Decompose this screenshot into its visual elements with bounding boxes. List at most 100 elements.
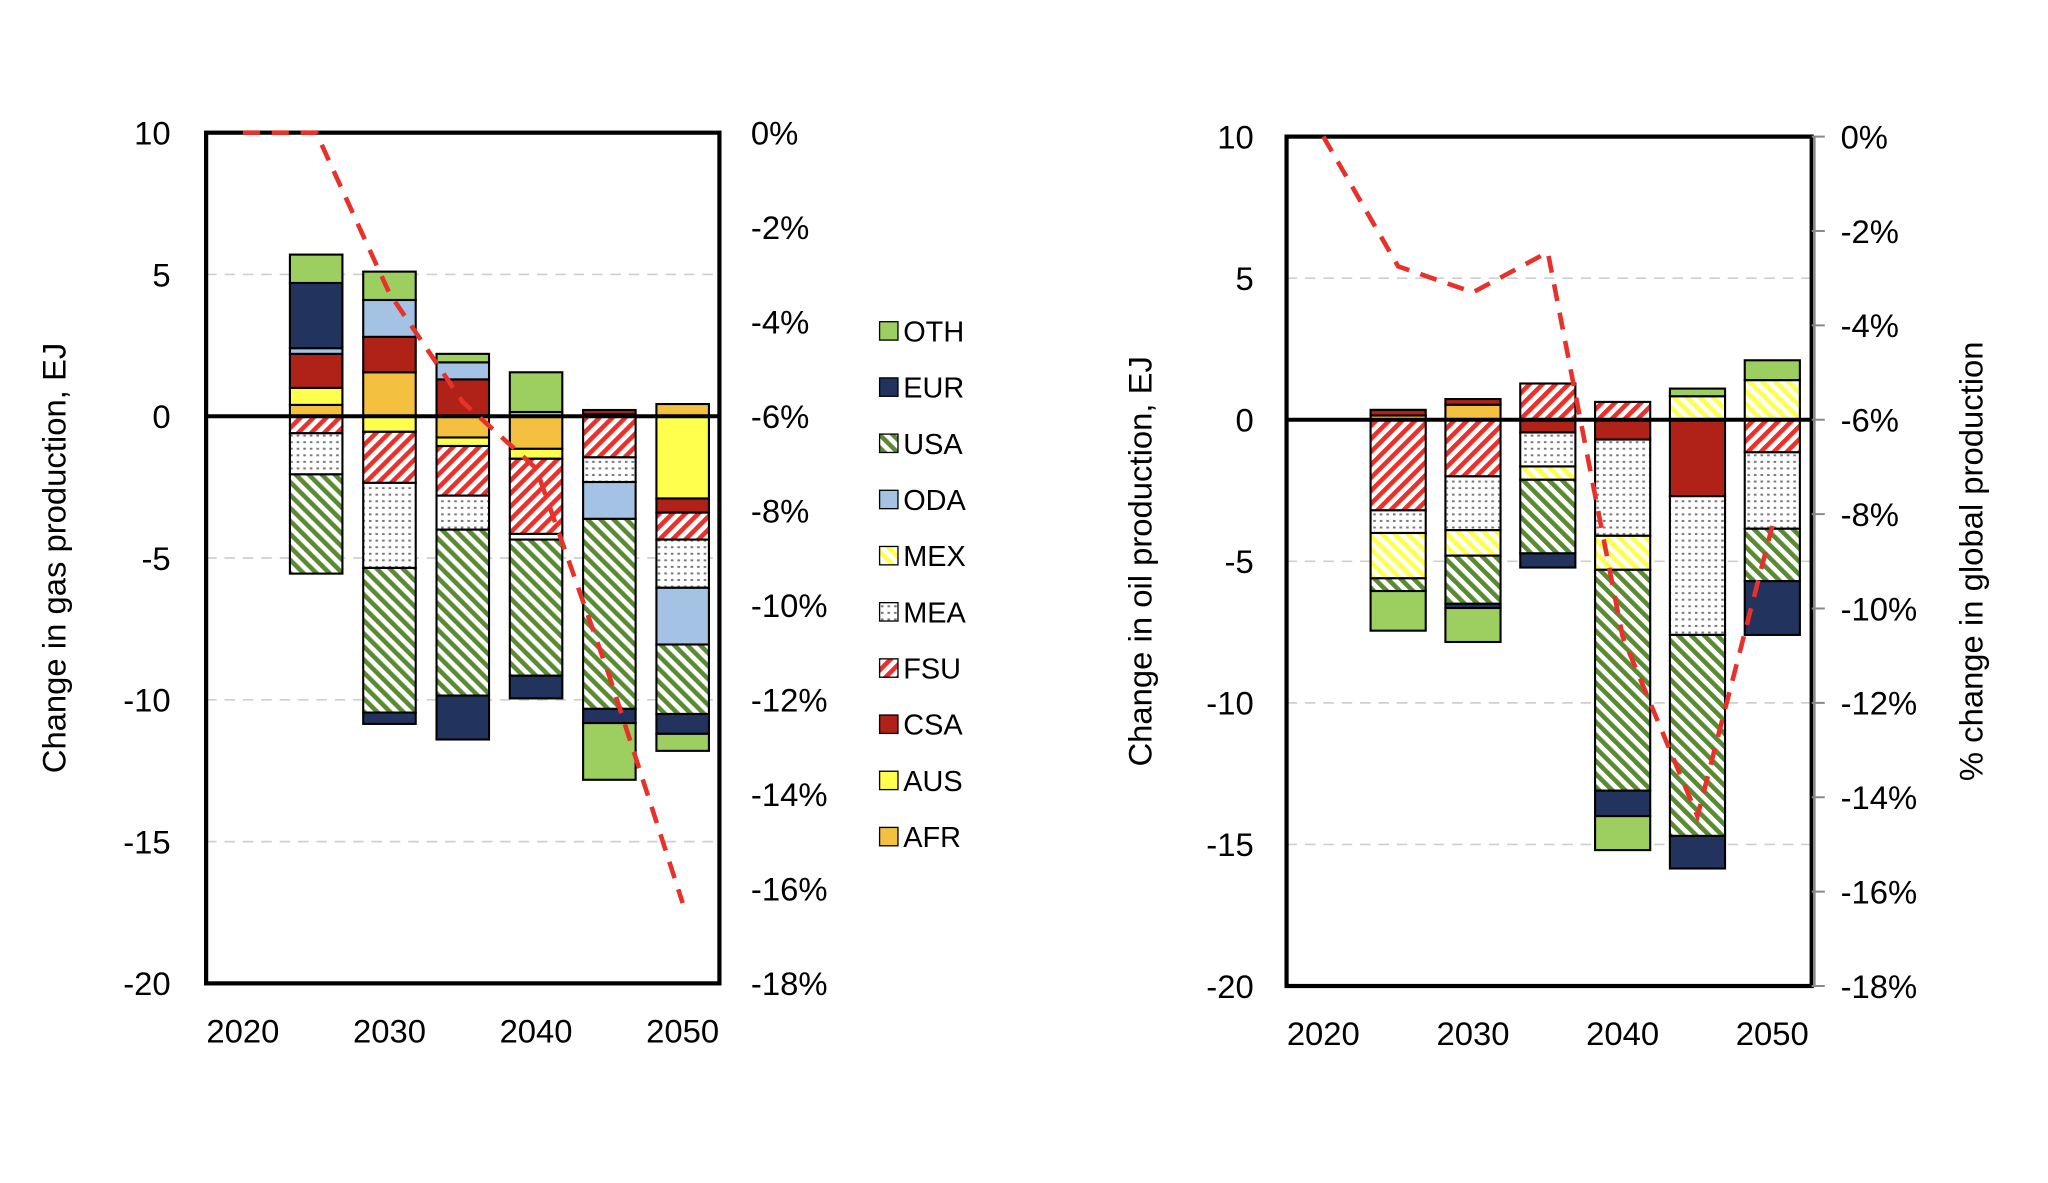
y-axis-title: Change in oil production, EJ — [1121, 356, 1158, 766]
bar-segment-usa — [1444, 554, 1502, 605]
bar-segment-oth — [1444, 606, 1502, 644]
bar-segment-mex — [1743, 379, 1801, 421]
y-tick-label: -5 — [141, 540, 170, 577]
bar-segment-fsu — [288, 415, 344, 435]
y2-tick-label: -10% — [1841, 590, 1918, 627]
legend-swatch — [878, 489, 899, 510]
bar-segment-eur — [1519, 552, 1577, 569]
bar-segment-eur — [508, 674, 564, 700]
bar-stack-2040 — [508, 371, 564, 700]
y2-tick-label: -18% — [751, 965, 828, 1002]
bar-segment-mea — [1519, 431, 1577, 468]
bar-segment-mea — [1594, 438, 1652, 537]
y-tick-label: -20 — [1206, 968, 1253, 1005]
y2-tick-label: -12% — [1841, 685, 1918, 722]
legend-item-eur: EUR — [878, 373, 964, 405]
y2-tick-label: -16% — [1841, 873, 1918, 910]
legend-label: MEA — [903, 597, 966, 629]
y2-tick-label: -18% — [1841, 968, 1918, 1005]
bar-segment-oth — [362, 270, 417, 302]
legend-swatch — [878, 321, 899, 341]
bar-segment-eur — [288, 281, 344, 350]
bar-segment-mea — [362, 481, 417, 569]
y-tick-label: 5 — [152, 256, 170, 293]
bar-segment-csa — [1369, 408, 1427, 417]
bar-segment-mex — [1369, 531, 1427, 580]
bar-stack-2050 — [655, 402, 710, 752]
bar-segment-mex — [1668, 395, 1727, 421]
bar-stack-2025 — [1369, 408, 1427, 632]
legend-swatch — [878, 826, 899, 847]
legend-item-fsu: FSU — [878, 654, 961, 686]
y2-tick-label: -14% — [1841, 779, 1918, 816]
bar-segment-fsu — [508, 457, 564, 535]
bar-segment-oth — [582, 722, 637, 781]
bar-stack-2035 — [1519, 382, 1577, 569]
bar-segment-afr — [362, 371, 417, 418]
y-tick-label: 10 — [1217, 118, 1254, 155]
bar-segment-csa — [1668, 418, 1727, 498]
legend-item-usa: USA — [878, 429, 963, 461]
bar-segment-eur — [1594, 789, 1652, 818]
bar-segment-oth — [435, 352, 491, 364]
bar-segment-oth — [1369, 589, 1427, 632]
bar-segment-usa — [288, 473, 344, 575]
legend-label: FSU — [903, 654, 961, 686]
percent-change-line — [242, 130, 685, 904]
y-tick-label: -15 — [123, 823, 170, 860]
legend-label: USA — [903, 429, 963, 461]
bar-stack-2035 — [435, 352, 491, 741]
bar-segment-eur — [435, 694, 491, 741]
bar-segment-mea — [435, 494, 491, 531]
x-tick-label: 2030 — [1436, 1015, 1509, 1052]
bar-segment-afr — [508, 415, 564, 450]
bar-segment-aus — [655, 415, 710, 500]
legend-item-csa: CSA — [878, 710, 963, 742]
legend-label: MEX — [903, 541, 966, 573]
x-tick-label: 2020 — [1287, 1015, 1360, 1052]
y2-tick-label: -8% — [1841, 496, 1899, 533]
bar-segment-oth — [1594, 815, 1652, 852]
legend-item-afr: AFR — [878, 822, 961, 854]
bar-stack-2045 — [1668, 387, 1727, 870]
legend-item-oda: ODA — [878, 485, 967, 517]
y2-tick-label: -8% — [751, 493, 809, 530]
legend-label: AFR — [903, 822, 961, 854]
legend-swatch — [878, 658, 899, 678]
bar-segment-mea — [1444, 475, 1502, 532]
bar-segment-csa — [582, 408, 637, 416]
y2-tick-label: -12% — [751, 682, 828, 719]
bar-segment-fsu — [1743, 418, 1801, 454]
bar-segment-usa — [1743, 527, 1801, 583]
percent-change-line — [1321, 135, 1775, 824]
legend-label: CSA — [903, 710, 963, 742]
y-tick-label: 10 — [134, 114, 171, 151]
bar-segment-mea — [655, 538, 710, 589]
bar-stack-2030 — [362, 270, 417, 725]
bar-segment-aus — [362, 415, 417, 433]
bar-segment-usa — [508, 538, 564, 677]
y-tick-label: 0 — [1235, 402, 1253, 439]
y2-tick-label: -6% — [1841, 402, 1899, 439]
bar-segment-eur — [1743, 580, 1801, 636]
bar-segment-fsu — [1594, 400, 1652, 421]
legend-item-aus: AUS — [878, 766, 963, 798]
bar-segment-csa — [1594, 418, 1652, 441]
legend-swatch — [878, 770, 899, 791]
oil-chart: 10 5 0 -5 -10 -15 -20 0% -2% -4% -6% -8% -10% -12% -14… — [1121, 118, 1989, 1052]
legend-label: ODA — [903, 485, 966, 517]
legend: OTH EUR USA ODA MEX MEA FSU CSA AUS AFR — [878, 316, 967, 854]
bar-segment-oda — [582, 480, 637, 520]
bar-segment-usa — [435, 528, 491, 697]
y2-tick-label: 0% — [751, 114, 798, 151]
bar-segment-mea — [1668, 495, 1727, 636]
y2-tick-label: -4% — [751, 304, 809, 341]
y-tick-label: -10 — [123, 682, 170, 719]
bar-segment-usa — [1519, 478, 1577, 555]
bar-segment-afr — [1444, 403, 1502, 421]
x-tick-label: 2040 — [500, 1012, 573, 1049]
bar-segment-mex — [1519, 465, 1577, 481]
bar-segment-oth — [1743, 359, 1801, 382]
y2-tick-label: -6% — [751, 398, 809, 435]
